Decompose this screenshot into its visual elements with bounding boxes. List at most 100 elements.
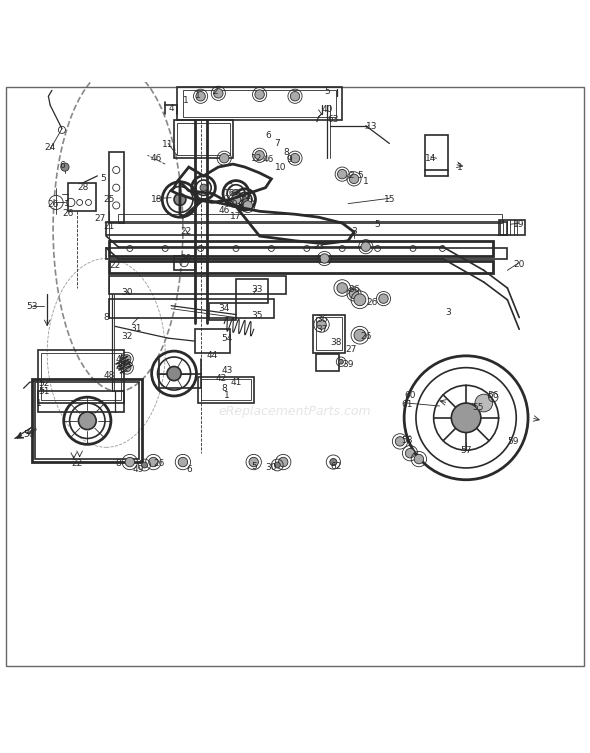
Text: 5: 5 — [316, 255, 322, 264]
Bar — [106, 222, 507, 235]
Text: 19: 19 — [513, 221, 525, 230]
Bar — [38, 392, 124, 412]
Text: 35: 35 — [251, 311, 263, 320]
Text: 52: 52 — [38, 379, 50, 388]
Text: 9: 9 — [286, 155, 292, 164]
Bar — [41, 353, 121, 400]
Text: 6: 6 — [59, 161, 65, 169]
Circle shape — [349, 289, 359, 299]
Circle shape — [196, 92, 205, 101]
Text: 2: 2 — [227, 183, 233, 192]
Text: 4: 4 — [168, 104, 174, 112]
Bar — [198, 376, 254, 403]
Bar — [68, 183, 96, 212]
Text: 26: 26 — [366, 298, 378, 307]
Text: 8: 8 — [103, 313, 109, 322]
Text: 34: 34 — [218, 304, 230, 313]
Circle shape — [395, 437, 405, 446]
Text: 46: 46 — [150, 154, 162, 163]
Circle shape — [123, 355, 131, 363]
Text: 8: 8 — [115, 459, 121, 468]
Circle shape — [320, 254, 329, 264]
Circle shape — [142, 462, 148, 468]
Bar — [109, 152, 124, 223]
Text: 21: 21 — [103, 221, 115, 230]
Circle shape — [219, 154, 229, 163]
Text: 54: 54 — [221, 334, 233, 343]
Text: 61: 61 — [401, 401, 413, 410]
Bar — [183, 90, 336, 117]
Text: 38: 38 — [330, 338, 342, 347]
Circle shape — [78, 412, 96, 430]
Text: 3: 3 — [351, 227, 357, 236]
Text: 45: 45 — [115, 355, 127, 364]
Text: 16: 16 — [224, 189, 236, 198]
Text: 1: 1 — [195, 90, 201, 99]
Text: 55: 55 — [472, 403, 484, 412]
Text: 23: 23 — [313, 242, 324, 252]
Text: 24: 24 — [44, 143, 56, 152]
Text: 46: 46 — [263, 155, 274, 164]
Bar — [209, 303, 236, 321]
Text: 37: 37 — [316, 325, 327, 334]
Circle shape — [290, 154, 300, 163]
Text: 48: 48 — [103, 370, 115, 380]
Circle shape — [337, 169, 347, 179]
Text: 6: 6 — [186, 465, 192, 474]
Text: 11: 11 — [162, 140, 174, 149]
Circle shape — [278, 457, 288, 467]
Text: 62: 62 — [330, 462, 342, 471]
Bar — [174, 120, 233, 158]
Bar — [201, 380, 251, 400]
Text: 22: 22 — [180, 227, 192, 236]
Text: 28: 28 — [77, 183, 88, 192]
Bar — [177, 123, 230, 155]
Bar — [313, 315, 345, 353]
Text: 56: 56 — [487, 391, 499, 400]
Bar — [499, 220, 525, 235]
Circle shape — [243, 201, 253, 210]
Circle shape — [232, 190, 240, 198]
Text: 51: 51 — [38, 387, 50, 396]
Bar — [109, 276, 286, 294]
Bar — [38, 350, 124, 403]
Circle shape — [274, 462, 280, 468]
Text: 36: 36 — [348, 285, 360, 294]
Bar — [236, 279, 268, 303]
Text: 14: 14 — [425, 154, 437, 163]
Text: 29: 29 — [180, 254, 192, 263]
Text: 60: 60 — [404, 391, 416, 400]
Text: 1: 1 — [224, 391, 230, 400]
Text: 57: 57 — [460, 446, 472, 455]
Circle shape — [255, 151, 264, 160]
Text: 42: 42 — [215, 373, 227, 383]
Circle shape — [361, 242, 371, 252]
Bar — [32, 380, 142, 462]
Circle shape — [255, 90, 264, 99]
Circle shape — [242, 197, 248, 203]
Text: 18: 18 — [150, 195, 162, 204]
Text: 49: 49 — [133, 465, 145, 474]
Text: 8: 8 — [283, 148, 289, 157]
Bar — [316, 318, 342, 350]
Circle shape — [290, 92, 300, 101]
Text: 5: 5 — [324, 87, 330, 96]
Text: 43: 43 — [221, 366, 233, 375]
Text: 5: 5 — [375, 220, 381, 229]
Circle shape — [354, 294, 366, 306]
Circle shape — [61, 163, 69, 171]
Text: 27: 27 — [345, 346, 357, 355]
Bar — [159, 373, 201, 389]
Text: 59: 59 — [507, 437, 519, 446]
Text: eReplacementParts.com: eReplacementParts.com — [219, 405, 371, 419]
Text: 1: 1 — [457, 163, 463, 172]
Bar — [425, 135, 448, 170]
Circle shape — [379, 294, 388, 303]
Circle shape — [214, 89, 223, 98]
Text: 2: 2 — [348, 172, 354, 181]
Text: 33: 33 — [251, 285, 263, 294]
Text: 27: 27 — [94, 214, 106, 223]
Text: 5: 5 — [100, 175, 106, 183]
Bar — [109, 261, 493, 273]
Text: 17: 17 — [230, 212, 242, 221]
